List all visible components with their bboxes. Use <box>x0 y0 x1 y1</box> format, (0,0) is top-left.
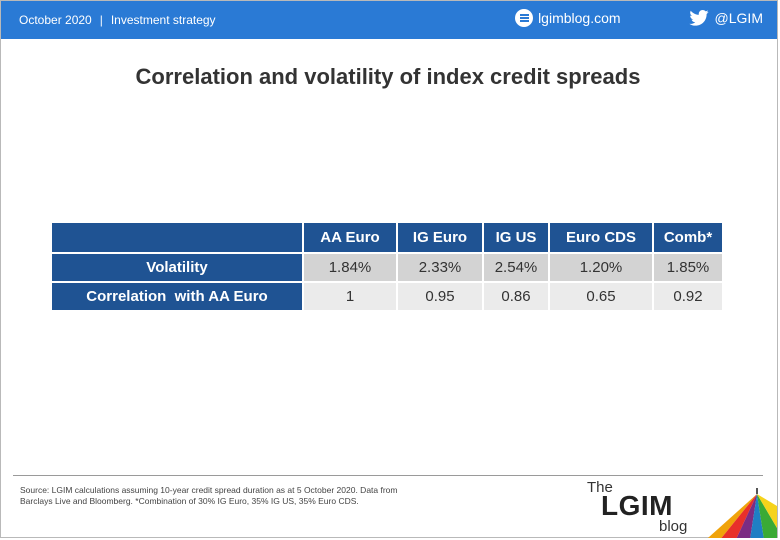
table-cell: 0.86 <box>484 281 550 310</box>
table-cell: 2.33% <box>398 252 484 281</box>
table-cell: 0.65 <box>550 281 654 310</box>
header-left: October 2020 | Investment strategy <box>19 13 216 27</box>
table-row: Volatility 1.84% 2.33% 2.54% 1.20% 1.85% <box>52 252 724 281</box>
footer-divider <box>13 475 763 476</box>
table-cell: 1 <box>304 281 398 310</box>
header-separator: | <box>99 13 103 27</box>
logo-blog: blog <box>659 518 688 535</box>
row-label: Correlation with AA Euro <box>52 281 304 310</box>
logo-the: The <box>587 479 613 496</box>
logo-name: LGIM <box>601 490 673 521</box>
table-cell: 1.85% <box>654 252 724 281</box>
site-label: lgimblog.com <box>538 10 621 26</box>
globe-icon <box>515 9 534 27</box>
twitter-link[interactable]: @LGIM <box>688 10 763 26</box>
table-cell: 1.84% <box>304 252 398 281</box>
table-corner <box>52 223 304 252</box>
header-right: lgimblog.com @LGIM <box>515 9 763 27</box>
source-line: Source: LGIM calculations assuming 10-ye… <box>20 485 398 495</box>
twitter-handle: @LGIM <box>714 10 763 26</box>
source-note: Source: LGIM calculations assuming 10-ye… <box>20 485 450 507</box>
umbrella-logo-icon <box>707 488 777 538</box>
col-header: AA Euro <box>304 223 398 252</box>
col-header: Euro CDS <box>550 223 654 252</box>
row-label: Volatility <box>52 252 304 281</box>
table-cell: 0.92 <box>654 281 724 310</box>
spreads-table: AA Euro IG Euro IG US Euro CDS Comb* Vol… <box>52 223 724 310</box>
header-date: October 2020 <box>19 13 92 27</box>
twitter-bird-icon <box>688 10 709 26</box>
header-bar: October 2020 | Investment strategy lgimb… <box>1 1 777 39</box>
table-cell: 2.54% <box>484 252 550 281</box>
table-cell: 1.20% <box>550 252 654 281</box>
source-line: Barclays Live and Bloomberg. *Combinatio… <box>20 496 359 506</box>
table-cell: 0.95 <box>398 281 484 310</box>
col-header: IG US <box>484 223 550 252</box>
col-header: IG Euro <box>398 223 484 252</box>
table-header-row: AA Euro IG Euro IG US Euro CDS Comb* <box>52 223 724 252</box>
table-row: Correlation with AA Euro 1 0.95 0.86 0.6… <box>52 281 724 310</box>
page-title: Correlation and volatility of index cred… <box>135 64 641 89</box>
col-header: Comb* <box>654 223 724 252</box>
site-link[interactable]: lgimblog.com <box>515 9 621 27</box>
lgim-blog-logo: The LGIM blog <box>585 476 777 538</box>
header-section: Investment strategy <box>110 13 216 27</box>
